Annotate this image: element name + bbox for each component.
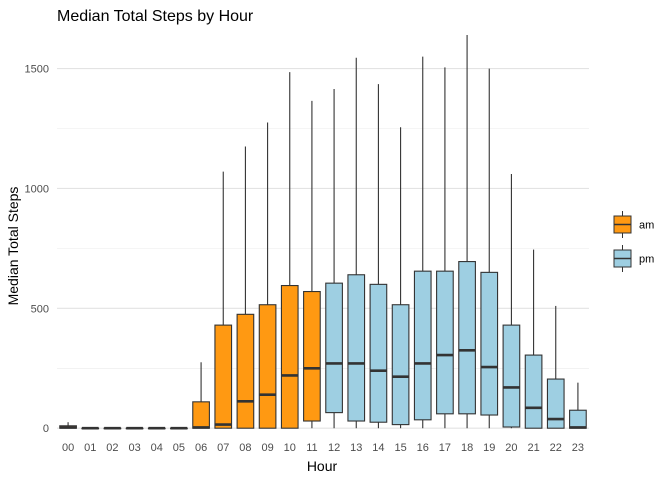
box-body [192,401,210,429]
box-21 [524,249,543,429]
x-tick-label: 14 [372,442,384,454]
box-05 [170,426,188,430]
box-body [369,283,388,423]
x-tick-label: 21 [527,442,539,454]
box-03 [125,426,144,430]
x-tick-label: 13 [350,442,362,454]
box-10 [280,72,299,429]
box-body [569,409,587,429]
x-tick-label: 03 [128,442,140,454]
box-00 [59,422,77,429]
gridlines [57,68,589,429]
x-tick-label: 19 [483,442,495,454]
legend: am pm [613,211,654,272]
box-body [413,270,432,421]
box-body [347,274,366,422]
legend-label: pm [639,254,654,266]
box-body [280,284,299,429]
box-body [325,282,343,414]
box-body [546,378,565,429]
y-tick-label: 1500 [25,64,49,76]
box-15 [391,127,410,429]
box-body [458,261,476,415]
box-body [436,270,454,415]
box-08 [236,146,255,429]
box-body [303,290,321,422]
box-09 [258,122,277,429]
x-tick-label: 22 [550,442,562,454]
x-tick-label: 01 [84,442,96,454]
box-23 [569,382,587,429]
box-18 [458,35,476,429]
x-tick-label: 05 [173,442,185,454]
box-17 [436,67,454,429]
x-tick-label: 17 [439,442,451,454]
x-tick-label: 08 [239,442,251,454]
x-tick-label: 11 [306,442,317,454]
legend-item-pm: pm [613,245,654,272]
box-22 [546,305,565,429]
x-tick-label: 10 [284,442,296,454]
box-body [214,324,233,429]
box-20 [502,174,521,429]
x-tick-label: 07 [217,442,229,454]
box-02 [103,426,122,430]
x-tick-label: 09 [261,442,273,454]
y-tick-label: 500 [31,303,49,315]
box-13 [347,57,366,429]
x-tick-label: 23 [572,442,584,454]
legend-label: am [639,220,654,232]
y-tick-label: 0 [43,423,49,435]
legend-item-am: am [613,211,654,238]
chart-title: Median Total Steps by Hour [57,8,254,25]
y-axis-label: Median Total Steps [5,187,21,306]
x-tick-label: 15 [394,442,406,454]
box-01 [81,426,100,430]
x-tick-label: 20 [505,442,517,454]
box-04 [147,426,166,430]
box-body [524,354,543,429]
x-axis-ticks: 00 01 02 03 04 05 06 07 08 09 10 11 12 13 14 15 16 17 18 19… [62,442,584,454]
x-tick-label: 16 [417,442,429,454]
box-14 [369,84,388,429]
boxes [59,35,587,430]
y-axis-ticks: 0 500 1000 1500 [25,64,49,436]
box-body [480,271,499,416]
x-tick-label: 12 [328,442,340,454]
x-tick-label: 02 [106,442,118,454]
box-06 [192,362,210,429]
box-body [258,304,277,429]
box-16 [413,56,432,429]
y-tick-label: 1000 [25,183,49,195]
box-body [502,324,521,428]
box-07 [214,171,233,429]
box-12 [325,88,343,429]
x-axis-label: Hour [307,458,338,474]
x-tick-label: 04 [151,442,163,454]
x-tick-label: 18 [461,442,473,454]
x-tick-label: 00 [62,442,74,454]
box-body [391,304,410,426]
box-11 [303,100,321,429]
box-19 [480,68,499,429]
x-tick-label: 06 [195,442,207,454]
box-body [236,313,255,429]
